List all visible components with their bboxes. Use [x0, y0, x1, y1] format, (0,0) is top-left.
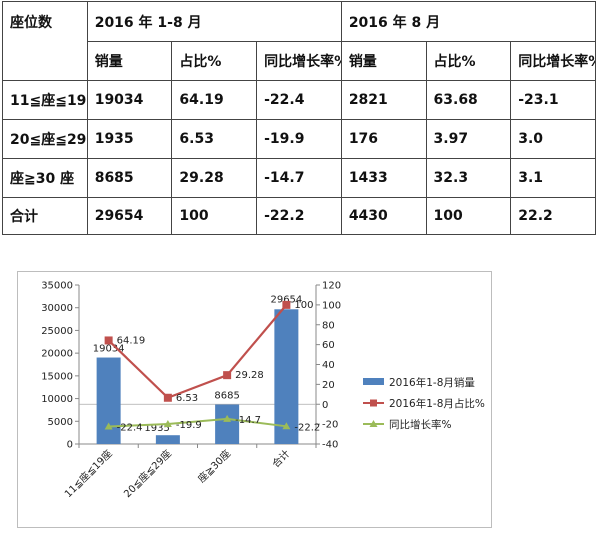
share-percent-marker — [282, 300, 291, 309]
bar-sales — [96, 357, 121, 444]
share-percent-data-label: 6.53 — [176, 393, 198, 404]
table-cell: 64.19 — [171, 80, 258, 120]
line-yoy-growth — [108, 417, 287, 428]
combo-chart: 0 5000 10000 15000 20000 25000 30000 35000 -40 -2… — [17, 271, 492, 528]
period-header-jan-aug: 2016 年 1-8 月 — [86, 1, 342, 42]
sub-header: 占比% — [425, 41, 512, 81]
table-cell: 22.2 — [510, 197, 596, 235]
table-cell: 100 — [171, 197, 258, 235]
table-cell: 1433 — [340, 158, 427, 198]
x-axis-category-label: 20≦座≦29座 — [121, 447, 174, 500]
bar-data-label: 1935 — [144, 423, 169, 434]
table-subheader-row: 销量 占比% 同比增长率% 销量 占比% 同比增长率% — [3, 41, 596, 81]
table-cell: 63.68 — [425, 80, 512, 120]
legend-marker-share — [370, 399, 377, 407]
bar-sales — [274, 309, 299, 444]
table-row: 11≦座≦19 座 19034 64.19 -22.4 2821 63.68 -… — [2, 80, 596, 120]
legend-label-share: 2016年1-8月占比% — [389, 397, 485, 410]
row-label: 座≧30 座 — [2, 158, 88, 198]
legend-label-sales: 2016年1-8月销量 — [389, 376, 475, 389]
table-cell: 3.0 — [510, 119, 596, 159]
left-axis-tick-label: 15000 — [41, 371, 73, 382]
yoy-growth-data-label: -14.7 — [235, 415, 261, 426]
chart-canvas: 05000100001500020000250003000035000-40-2… — [41, 281, 485, 501]
table-cell: 2821 — [340, 80, 427, 120]
table-cell: -19.9 — [256, 119, 342, 159]
yoy-growth-marker — [282, 422, 291, 430]
bar-data-label: 8685 — [214, 391, 239, 402]
sub-header: 销量 — [86, 41, 173, 81]
left-axis-tick-label: 30000 — [41, 303, 73, 314]
right-axis-tick-label: 60 — [322, 340, 335, 351]
share-percent-marker — [104, 336, 113, 345]
share-percent-marker — [223, 371, 232, 380]
bar-data-label: 29654 — [270, 294, 302, 305]
share-percent-data-label: 100 — [294, 300, 313, 311]
row-label: 20≦座≦29 座 — [2, 119, 88, 159]
table-cell: 8685 — [86, 158, 173, 198]
table-cell: 6.53 — [171, 119, 258, 159]
table-cell: -22.4 — [256, 80, 342, 120]
left-axis-tick-label: 10000 — [41, 394, 73, 405]
share-percent-data-label: 64.19 — [117, 335, 146, 346]
left-axis-tick-label: 5000 — [48, 417, 73, 428]
left-axis-tick-label: 20000 — [41, 349, 73, 360]
yoy-growth-marker — [163, 420, 172, 428]
bar-data-label: 19034 — [93, 344, 125, 355]
yoy-growth-data-label: -19.9 — [176, 420, 202, 431]
right-axis-tick-label: 120 — [322, 281, 341, 292]
yoy-growth-marker — [104, 422, 113, 430]
sales-table: 座位数 2016 年 1-8 月 2016 年 8 月 销量 占比% 同比增长率… — [2, 1, 597, 235]
x-axis-category-label: 11≦座≦19座 — [62, 447, 115, 500]
yoy-growth-data-label: -22.2 — [294, 422, 320, 433]
sub-header: 销量 — [340, 41, 427, 81]
table-cell: 4430 — [340, 197, 427, 235]
x-axis-category-label: 合计 — [269, 447, 292, 470]
right-axis-tick-label: 20 — [322, 380, 335, 391]
row-label: 合计 — [2, 197, 88, 235]
share-percent-data-label: 29.28 — [235, 370, 264, 381]
right-axis-tick-label: 0 — [322, 400, 328, 411]
table-cell: 100 — [425, 197, 512, 235]
bar-sales — [215, 404, 240, 444]
table-cell: -22.2 — [256, 197, 342, 235]
x-axis-category-label: 座≧30座 — [195, 447, 233, 485]
sub-header: 同比增长率% — [256, 41, 342, 81]
share-percent-marker — [163, 393, 172, 402]
yoy-growth-data-label: -22.4 — [117, 423, 143, 434]
table-header-row: 座位数 2016 年 1-8 月 2016 年 8 月 — [2, 1, 597, 81]
left-axis-tick-label: 0 — [67, 440, 73, 451]
legend-marker-yoy — [369, 420, 378, 427]
table-row: 20≦座≦29 座 1935 6.53 -19.9 176 3.97 3.0 — [2, 119, 596, 159]
sub-header: 占比% — [171, 41, 258, 81]
table-cell: -14.7 — [256, 158, 342, 198]
right-axis-tick-label: 80 — [322, 320, 335, 331]
table-row: 座≧30 座 8685 29.28 -14.7 1433 32.3 3.1 — [2, 158, 596, 198]
row-label: 11≦座≦19 座 — [2, 80, 88, 120]
legend-swatch-sales — [363, 378, 384, 385]
right-axis-tick-label: -40 — [322, 440, 338, 451]
left-axis-tick-label: 35000 — [41, 281, 73, 292]
table-cell: 32.3 — [425, 158, 512, 198]
sub-header: 同比增长率% — [510, 41, 596, 81]
period-header-aug: 2016 年 8 月 — [340, 1, 597, 42]
table-cell: 1935 — [86, 119, 173, 159]
table-cell: 29654 — [86, 197, 173, 235]
seat-count-header: 座位数 — [2, 1, 88, 81]
table-total-row: 合计 29654 100 -22.2 4430 100 22.2 — [2, 197, 596, 235]
right-axis-tick-label: 100 — [322, 300, 341, 311]
legend-label-yoy: 同比增长率% — [389, 418, 451, 431]
table-cell: 29.28 — [171, 158, 258, 198]
table-cell: 3.97 — [425, 119, 512, 159]
table-cell: 19034 — [86, 80, 173, 120]
right-axis-tick-label: -20 — [322, 420, 338, 431]
bar-sales — [155, 435, 180, 444]
table-cell: 176 — [340, 119, 427, 159]
yoy-growth-marker — [223, 414, 232, 422]
table-cell: 3.1 — [510, 158, 596, 198]
line-share-percent — [107, 304, 288, 400]
table-cell: -23.1 — [510, 80, 596, 120]
right-axis-tick-label: 40 — [322, 360, 335, 371]
left-axis-tick-label: 25000 — [41, 326, 73, 337]
